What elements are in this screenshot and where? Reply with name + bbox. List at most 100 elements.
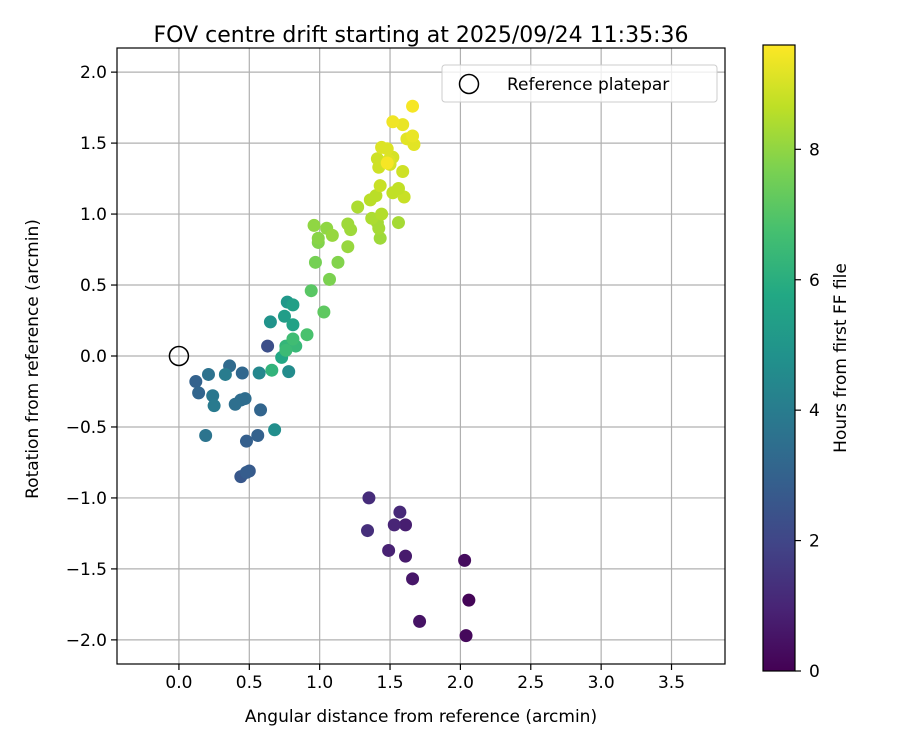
colorbar-tick-label: 6 xyxy=(809,271,820,291)
y-tick-label: −1.5 xyxy=(66,560,107,580)
y-tick-label: 1.0 xyxy=(80,205,107,225)
scatter-point xyxy=(304,284,318,298)
scatter-point xyxy=(406,99,420,113)
scatter-point xyxy=(413,614,427,628)
scatter-point xyxy=(206,389,220,403)
scatter-point xyxy=(207,399,221,413)
colorbar-tick-label: 2 xyxy=(809,532,820,552)
scatter-point xyxy=(406,572,420,586)
y-axis-ticks: 2.0 1.5 1.0 0.5 0.0 −0.5 −1.0 −1.5 −2.0 xyxy=(66,63,117,651)
x-tick-label: 2.0 xyxy=(447,673,474,693)
scatter-point xyxy=(380,142,394,156)
x-tick-label: 2.5 xyxy=(517,673,544,693)
scatter-points xyxy=(189,99,476,643)
colorbar-tick-label: 8 xyxy=(809,140,820,160)
scatter-point xyxy=(459,629,473,643)
scatter-point xyxy=(254,403,268,417)
scatter-point xyxy=(351,200,365,214)
scatter-point xyxy=(239,434,253,448)
scatter-point xyxy=(399,549,413,563)
scatter-point xyxy=(323,272,337,286)
scatter-point xyxy=(380,156,394,170)
y-tick-label: 2.0 xyxy=(80,63,107,83)
scatter-point xyxy=(325,228,339,242)
scatter-point xyxy=(286,298,300,312)
scatter-point xyxy=(228,397,242,411)
scatter-point xyxy=(286,332,300,346)
scatter-point xyxy=(300,328,314,342)
scatter-point xyxy=(308,255,322,269)
scatter-point xyxy=(286,318,300,332)
scatter-point xyxy=(462,593,476,607)
y-tick-label: −0.5 xyxy=(66,418,107,438)
scatter-point xyxy=(201,367,215,381)
scatter-point xyxy=(218,367,232,381)
scatter-point xyxy=(331,255,345,269)
scatter-point xyxy=(375,207,389,221)
x-axis-ticks: 0.0 0.5 1.0 1.5 2.0 2.5 3.0 3.5 xyxy=(165,664,685,693)
colorbar-tick-label: 4 xyxy=(809,401,820,421)
y-tick-label: 0.0 xyxy=(80,347,107,367)
scatter-point xyxy=(189,375,203,389)
scatter-point xyxy=(369,189,383,203)
scatter-point xyxy=(361,524,375,538)
y-tick-label: 0.5 xyxy=(80,276,107,296)
scatter-point xyxy=(341,240,355,254)
scatter-point xyxy=(365,211,379,225)
x-tick-label: 3.0 xyxy=(588,673,615,693)
legend-marker-icon xyxy=(458,73,480,95)
scatter-point xyxy=(393,505,407,519)
chart-title: FOV centre drift starting at 2025/09/24 … xyxy=(154,23,689,48)
scatter-point xyxy=(251,428,265,442)
colorbar-ticks: 0 2 4 6 8 xyxy=(795,140,820,682)
scatter-point xyxy=(391,216,405,230)
y-axis-label: Rotation from reference (arcmin) xyxy=(23,219,43,499)
scatter-point xyxy=(235,366,249,380)
colorbar-tick-label: 0 xyxy=(809,662,820,682)
scatter-point xyxy=(387,518,401,532)
scatter-point xyxy=(386,115,400,129)
scatter-point xyxy=(362,491,376,505)
scatter-point xyxy=(399,518,413,532)
scatter-point xyxy=(406,129,420,143)
x-tick-label: 0.5 xyxy=(236,673,263,693)
scatter-point xyxy=(373,179,387,193)
reference-platepar-marker xyxy=(168,345,190,367)
scatter-point xyxy=(199,428,213,442)
x-tick-label: 1.5 xyxy=(377,673,404,693)
scatter-point xyxy=(277,309,291,323)
scatter-point xyxy=(458,553,472,567)
scatter-point xyxy=(252,366,266,380)
scatter-point xyxy=(279,343,293,357)
y-tick-label: 1.5 xyxy=(80,134,107,154)
scatter-point xyxy=(268,423,282,437)
scatter-point xyxy=(344,223,358,237)
scatter-point xyxy=(192,386,206,400)
colorbar-gradient xyxy=(762,44,796,672)
x-tick-label: 0.0 xyxy=(165,673,192,693)
x-tick-label: 1.0 xyxy=(306,673,333,693)
scatter-point xyxy=(311,231,325,245)
scatter-point xyxy=(239,465,253,479)
scatter-point xyxy=(261,339,275,353)
scatter-point xyxy=(265,363,279,377)
x-tick-label: 3.5 xyxy=(658,673,685,693)
scatter-point xyxy=(317,305,331,319)
y-gridlines xyxy=(117,71,725,641)
legend-label: Reference platepar xyxy=(507,75,669,95)
legend-box xyxy=(441,64,718,103)
scatter-point xyxy=(373,231,387,245)
scatter-point xyxy=(382,543,396,557)
scatter-point xyxy=(307,218,321,232)
x-axis-label: Angular distance from reference (arcmin) xyxy=(245,707,597,727)
y-tick-label: −1.0 xyxy=(66,489,107,509)
scatter-point xyxy=(263,315,277,329)
y-tick-label: −2.0 xyxy=(66,631,107,651)
scatter-point xyxy=(396,118,410,132)
scatter-point xyxy=(370,152,384,166)
scatter-point xyxy=(282,365,296,379)
scatter-point xyxy=(396,164,410,178)
colorbar: 0 2 4 6 8 Hours from first FF file xyxy=(762,44,851,682)
scatter-point xyxy=(391,182,405,196)
